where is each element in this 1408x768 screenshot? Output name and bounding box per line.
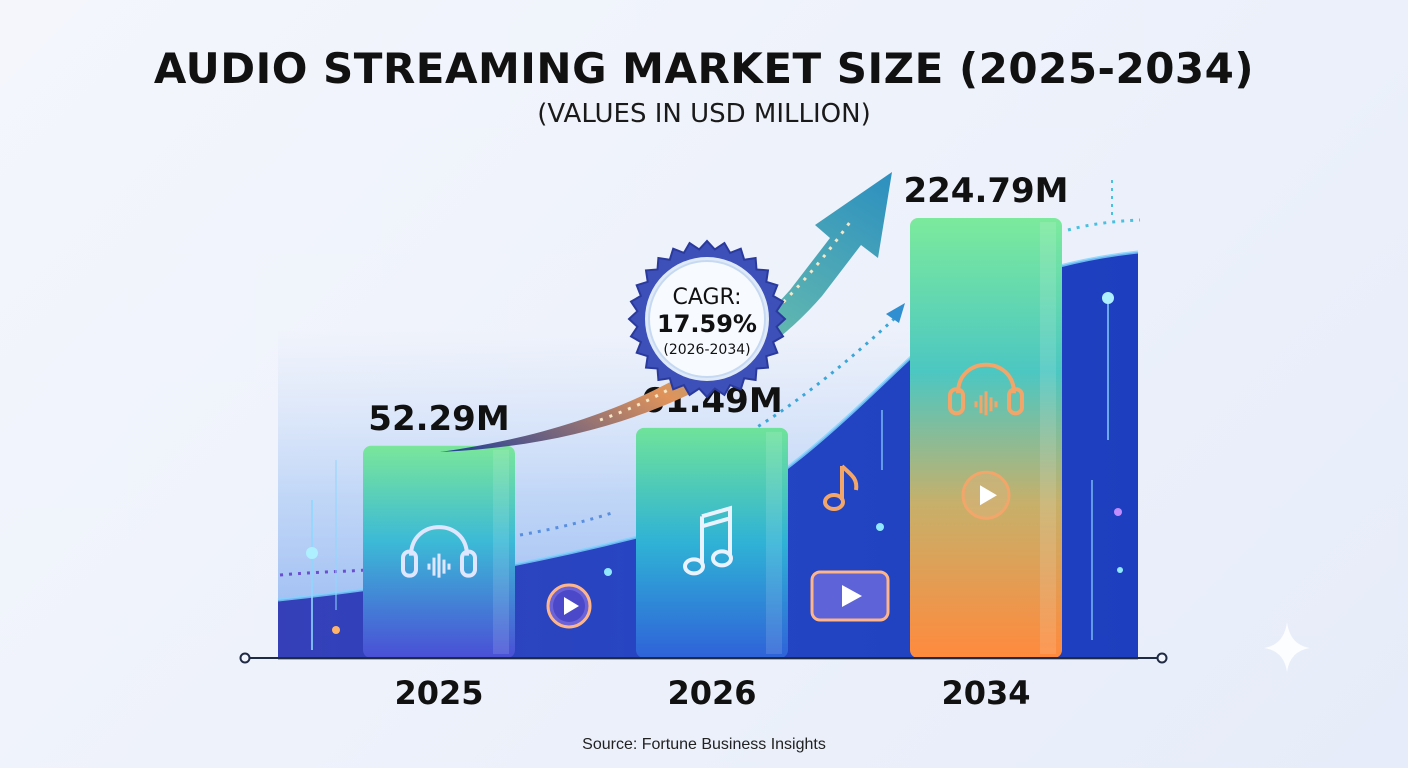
dotted-trend-3	[734, 316, 897, 442]
glow-dot	[1114, 508, 1122, 516]
glow-dot	[332, 626, 340, 634]
dotted-trend-4	[1067, 218, 1141, 232]
chart-subtitle: (VALUES IN USD MILLION)	[537, 99, 871, 129]
glow-dot	[1117, 567, 1123, 573]
bar-sheen	[493, 449, 509, 654]
x-tick-label-2026: 2026	[667, 674, 756, 712]
play-icon	[546, 583, 592, 629]
headphones-icon	[401, 525, 477, 578]
headphones-icon	[948, 362, 1024, 416]
x-tick-label-2025: 2025	[394, 674, 483, 712]
data-label-2025: 52.29M	[368, 399, 509, 439]
chart-title: AUDIO STREAMING MARKET SIZE (2025-2034)	[153, 44, 1255, 93]
dotted-trend-1	[279, 566, 381, 577]
cagr-value: 17.59%	[657, 310, 757, 338]
bar-sheen	[766, 431, 782, 654]
play-icon	[961, 470, 1011, 520]
dotted-trend-2	[519, 510, 616, 537]
bar-sheen	[1040, 222, 1056, 654]
source-note: Source: Fortune Business Insights	[582, 736, 826, 753]
axis-end-left	[239, 652, 251, 664]
x-tick-label-2034: 2034	[941, 674, 1030, 712]
dotted-trend-arrowhead	[886, 303, 905, 323]
cagr-label: CAGR:	[672, 285, 741, 310]
bar-2025	[363, 445, 515, 658]
glow-dot	[306, 547, 318, 559]
bar-2034	[910, 218, 1062, 658]
video-play-icon	[810, 570, 890, 622]
axis-end-right	[1156, 652, 1168, 664]
music-note-icon	[823, 464, 859, 511]
glow-dot	[876, 523, 884, 531]
glow-dot	[1102, 292, 1114, 304]
music-note-icon	[683, 505, 733, 576]
cagr-badge: CAGR: 17.59% (2026-2034)	[627, 239, 787, 399]
growth-arrow	[440, 172, 892, 452]
growth-arrow-dots	[599, 221, 852, 422]
cagr-period: (2026-2034)	[663, 342, 750, 358]
glow-dot	[604, 568, 612, 576]
data-label-2034: 224.79M	[903, 171, 1068, 211]
bar-2026	[636, 427, 788, 658]
sparkle-icon	[1264, 622, 1310, 672]
